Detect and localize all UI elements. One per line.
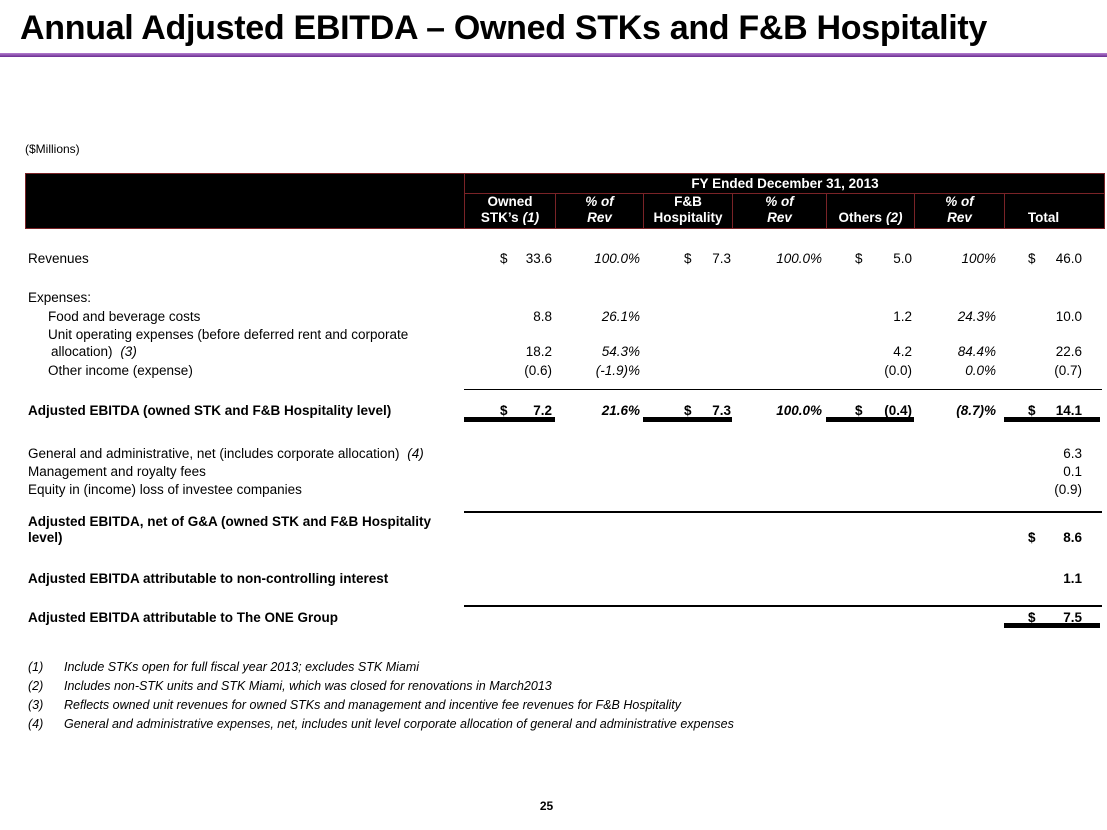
table-row-adjusted-ebitda: Adjusted EBITDA (owned STK and F&B Hospi… [28,403,1082,418]
footnote-3: (3) Reflects owned unit revenues for own… [28,698,682,712]
col-header-owned-stks: Owned STK’s (1) [464,194,555,228]
table-row-nci: Adjusted EBITDA attributable to non-cont… [28,571,1082,586]
title-divider-rule [0,53,1107,57]
table-row-one-group: Adjusted EBITDA attributable to The ONE … [28,610,1082,625]
ebitda-underline-owned [464,417,555,422]
units-note: ($Millions) [25,142,80,156]
col-header-total: Total [1004,194,1105,228]
table-row-ga-net: General and administrative, net (include… [28,446,1082,461]
ebitda-underline-others [826,417,914,422]
table-row-unit-operating: Unit operating expenses (before deferred… [48,327,1082,359]
table-row-adjusted-ebitda-net-ga: Adjusted EBITDA, net of G&A (owned STK a… [28,514,1082,545]
ebitda-table: FY Ended December 31, 2013 Owned STK’s (1… [25,173,1105,635]
net-ga-rule [464,511,1102,513]
one-group-underline-total [1004,623,1100,628]
table-row-revenues: Revenues $33.6 100.0% $7.3 100.0% $5.0 1… [28,251,1082,266]
col-header-pct-rev-2: % of Rev [732,194,826,228]
one-group-rule [464,605,1102,607]
period-header: FY Ended December 31, 2013 [464,174,1105,194]
page-number: 25 [539,799,554,813]
footnotes: (1) Include STKs open for full fiscal ye… [28,658,734,734]
ebitda-underline-total [1004,417,1100,422]
table-row-mgmt-fees: Management and royalty fees 0.1 [28,464,1082,479]
slide-title: Annual Adjusted EBITDA – Owned STKs and … [20,9,988,47]
footnote-2: (2) Includes non-STK units and STK Miami… [28,679,552,693]
col-header-others: Others (2) [826,194,914,228]
footnote-4: (4) General and administrative expenses,… [28,717,734,731]
col-header-pct-rev-3: % of Rev [914,194,1004,228]
col-header-pct-rev-1: % of Rev [555,194,643,228]
subtotal-rule-top [464,389,1102,390]
ebitda-underline-fb [643,417,732,422]
table-row-equity-loss: Equity in (income) loss of investee comp… [28,482,1082,497]
table-row-expenses-header: Expenses: [28,290,92,305]
table-header: FY Ended December 31, 2013 Owned STK’s (1… [25,173,1105,229]
table-row-other-income: Other income (expense) (0.6) (-1.9)% (0.… [48,363,1082,378]
col-header-fb-hospitality: F&B Hospitality [643,194,732,228]
footnote-1: (1) Include STKs open for full fiscal ye… [28,660,420,674]
table-row-food-beverage: Food and beverage costs 8.8 26.1% 1.2 24… [48,309,1082,324]
